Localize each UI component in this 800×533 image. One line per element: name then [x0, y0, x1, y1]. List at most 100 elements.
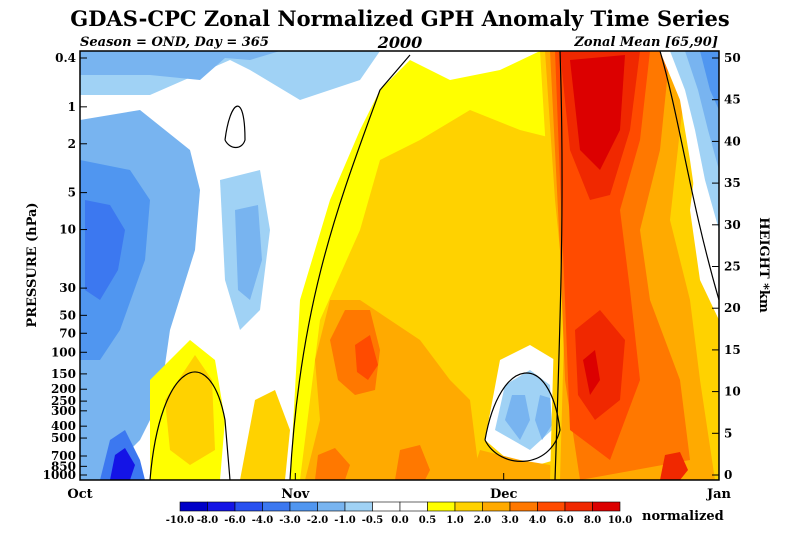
pressure-tick-label: 0.4 — [55, 51, 76, 65]
height-tick-label: 45 — [724, 93, 741, 107]
height-tick-label: 30 — [724, 218, 741, 232]
region-oct-positive-surface — [240, 390, 290, 480]
year-label: 2000 — [377, 33, 423, 52]
contour-line-5 — [554, 51, 563, 480]
pressure-tick-label: 70 — [59, 326, 76, 340]
colorbar-tick-label: 0.0 — [391, 515, 408, 526]
time-tick-label: Nov — [281, 487, 310, 502]
colorbar: -10.0 -8.0 -6.0 -4.0 -3.0 -2.0 -1.0 -0.5 0.0 0.5 1… — [166, 501, 632, 526]
colorbar-swatch — [234, 501, 263, 512]
contour-line-3 — [289, 54, 411, 480]
region-oct-negative-core — [85, 200, 125, 300]
colorbar-tick-label: -8.0 — [197, 515, 219, 526]
height-tick-label: 35 — [724, 176, 741, 190]
colorbar-swatch — [179, 501, 208, 512]
chart-title: GDAS-CPC Zonal Normalized GPH Anomaly Ti… — [70, 6, 730, 31]
heatmap-field — [80, 51, 719, 480]
colorbar-swatch — [262, 501, 291, 512]
colorbar-swatch — [454, 501, 483, 512]
colorbar-tick-label: -1.0 — [334, 515, 356, 526]
region-dec-positive-mid-core — [575, 310, 625, 420]
height-tick-label: 15 — [724, 343, 741, 357]
pressure-tick-label: 10 — [59, 223, 76, 237]
pressure-tick-label: 300 — [51, 404, 76, 418]
height-tick-label: 20 — [724, 301, 741, 315]
colorbar-tick-label: 0.5 — [419, 515, 436, 526]
height-axis-label: HEIGHT *km — [756, 217, 771, 313]
colorbar-tick-label: -10.0 — [166, 515, 195, 526]
region-dec-positive-mid-core-2 — [583, 350, 600, 395]
colorbar-tick-label: 4.0 — [529, 515, 546, 526]
colorbar-swatch — [509, 501, 538, 512]
region-dec-surface-core — [660, 452, 688, 480]
colorbar-swatch — [289, 501, 318, 512]
pressure-tick-label: 1 — [68, 100, 76, 114]
pressure-tick-label: 500 — [51, 431, 76, 445]
contour-line-1 — [224, 105, 246, 149]
plot-frame — [79, 50, 720, 481]
height-axis: 0 5 10 15 20 25 30 35 40 45 50 — [712, 51, 741, 482]
pressure-tick-label: 200 — [51, 382, 76, 396]
region-nov-positive-core-2 — [355, 335, 378, 380]
pressure-tick-label: 700 — [51, 449, 76, 463]
colorbar-swatch — [592, 501, 621, 512]
colorbar-tick-label: -0.5 — [362, 515, 384, 526]
colorbar-swatch — [427, 501, 456, 512]
height-tick-label: 25 — [724, 260, 741, 274]
region-oct-negative-upper — [80, 51, 280, 80]
colorbar-swatch — [537, 501, 566, 512]
colorbar-tick-label: -6.0 — [224, 515, 246, 526]
contour-line-6 — [659, 51, 719, 301]
colorbar-swatch — [564, 501, 593, 512]
time-tick-label: Jan — [706, 487, 732, 502]
colorbar-tick-label: -2.0 — [307, 515, 329, 526]
region-dec-end-negative-deep — [700, 51, 719, 110]
colorbar-tick-label: 10.0 — [608, 515, 632, 526]
colorbar-swatch — [372, 501, 401, 512]
time-tick-label: Dec — [490, 487, 518, 502]
pressure-tick-label: 250 — [51, 394, 76, 408]
pressure-tick-label: 150 — [51, 367, 76, 381]
region-dec-positive-core — [570, 55, 625, 170]
pressure-tick-label: 30 — [59, 281, 76, 295]
time-tick-label: Oct — [67, 487, 92, 502]
colorbar-tick-label: -4.0 — [252, 515, 274, 526]
colorbar-tick-label: 8.0 — [584, 515, 601, 526]
region-nov-surface-positive — [315, 448, 350, 480]
time-axis: Oct Nov Dec Jan — [67, 473, 732, 502]
colorbar-swatch — [399, 501, 428, 512]
colorbar-tick-label: -3.0 — [279, 515, 301, 526]
height-tick-label: 5 — [724, 426, 732, 440]
region-nov-surface-positive-2 — [395, 445, 430, 480]
region-dec-surface-positive — [470, 450, 555, 480]
pressure-tick-label: 850 — [51, 459, 76, 473]
region-dec-negative-core — [505, 395, 530, 440]
colorbar-swatch — [207, 501, 236, 512]
region-oct-middle-core — [235, 205, 262, 300]
height-tick-label: 40 — [724, 134, 741, 148]
region-dec-negative-core-2 — [535, 395, 552, 440]
colorbar-tick-label: 2.0 — [474, 515, 491, 526]
pressure-tick-label: 1000 — [43, 468, 76, 482]
zonal-mean-label: Zonal Mean [65,90] — [574, 35, 718, 50]
pressure-tick-label: 100 — [51, 345, 76, 359]
colorbar-tick-label: 1.0 — [446, 515, 463, 526]
height-tick-label: 10 — [724, 385, 741, 399]
pressure-tick-label: 50 — [59, 308, 76, 322]
colorbar-swatch — [344, 501, 373, 512]
season-label: Season = OND, Day = 365 — [80, 35, 269, 50]
colorbar-swatch — [317, 501, 346, 512]
pressure-tick-label: 400 — [51, 419, 76, 433]
contour-line-2 — [149, 371, 231, 480]
colorbar-tick-label: 3.0 — [501, 515, 518, 526]
region-oct-surface-core — [110, 448, 135, 480]
pressure-tick-label: 2 — [68, 137, 76, 151]
contour-line-4 — [484, 372, 561, 462]
pressure-axis-label: PRESSURE (hPa) — [25, 202, 40, 327]
colorbar-tick-label: 6.0 — [556, 515, 573, 526]
colorbar-units-label: normalized — [642, 509, 724, 524]
height-tick-label: 0 — [724, 468, 732, 482]
height-tick-label: 50 — [724, 51, 741, 65]
colorbar-swatch — [482, 501, 511, 512]
